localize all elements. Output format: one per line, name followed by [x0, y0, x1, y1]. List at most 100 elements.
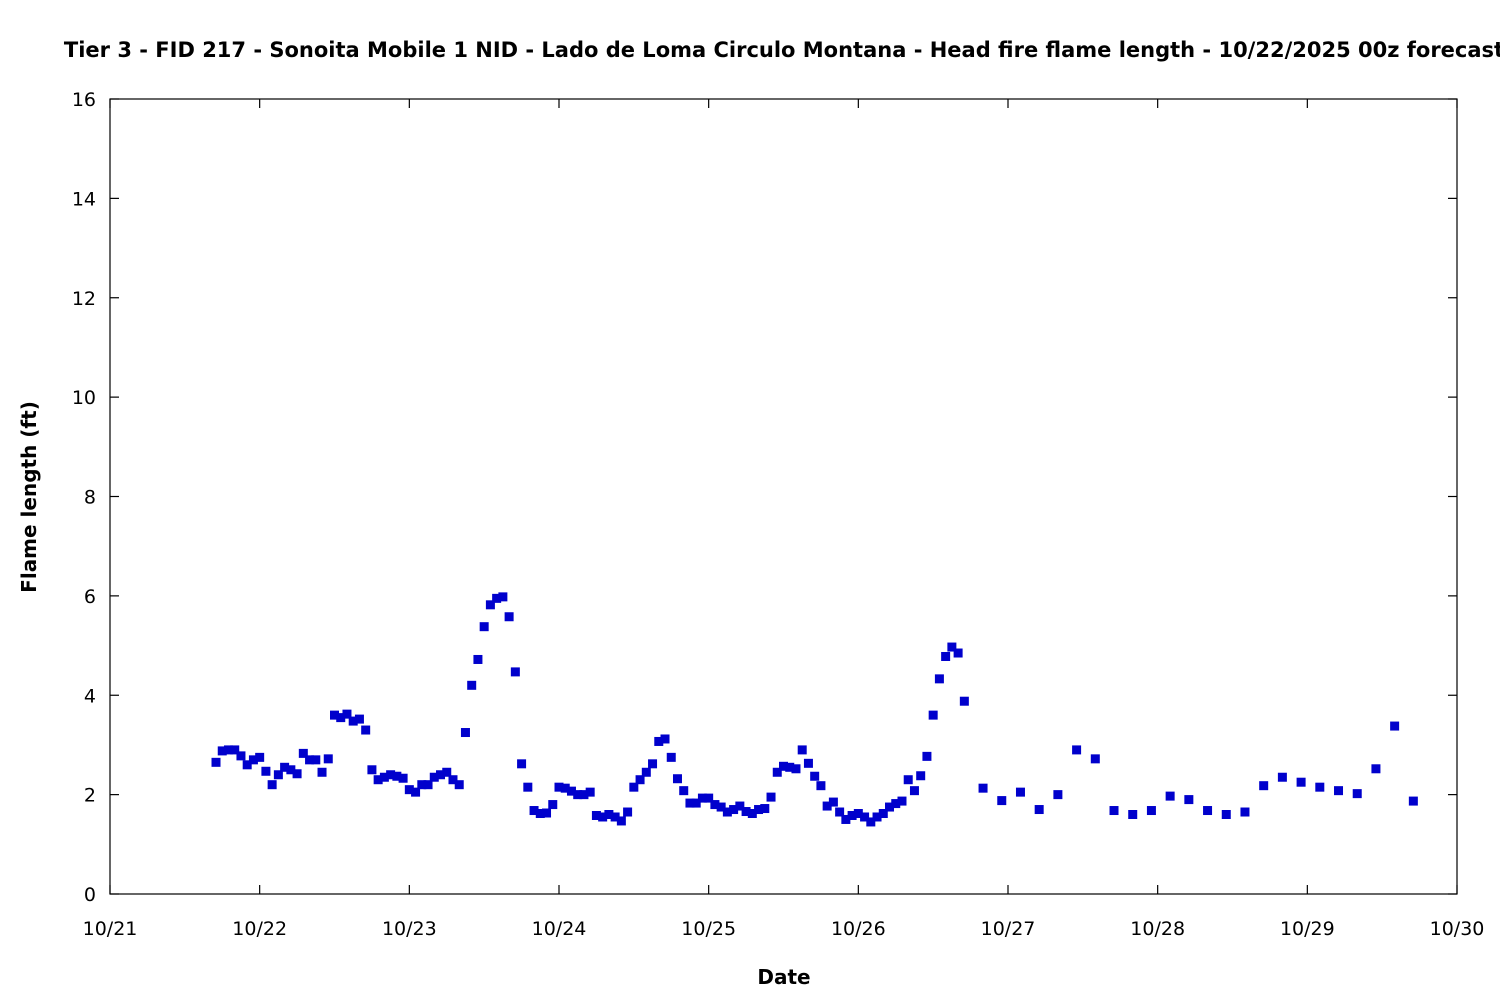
y-tick-label: 6 — [84, 586, 96, 608]
data-point — [504, 612, 514, 622]
data-point — [579, 790, 589, 800]
data-point — [710, 800, 720, 810]
data-point — [953, 648, 963, 658]
data-point — [685, 798, 695, 808]
data-point — [803, 758, 813, 768]
data-point — [348, 716, 358, 726]
data-point — [1390, 721, 1400, 731]
data-point — [1146, 806, 1156, 816]
data-point — [280, 762, 290, 772]
data-point — [1259, 781, 1269, 791]
data-point — [1277, 772, 1287, 782]
data-point — [523, 782, 533, 792]
data-point — [517, 759, 527, 769]
x-tick-label: 10/24 — [532, 918, 587, 940]
data-point — [429, 772, 439, 782]
data-point — [847, 810, 857, 820]
data-point — [1408, 796, 1418, 806]
data-point — [1203, 806, 1213, 816]
data-point — [286, 765, 296, 775]
data-point — [629, 782, 639, 792]
x-axis-label: Date — [757, 965, 810, 989]
data-point — [379, 772, 389, 782]
data-point — [473, 654, 483, 664]
data-point — [934, 674, 944, 684]
data-point — [354, 714, 364, 724]
x-tick-label: 10/26 — [831, 918, 886, 940]
y-tick-label: 8 — [84, 487, 96, 509]
data-point — [492, 593, 502, 603]
data-point — [785, 762, 795, 772]
data-point — [273, 770, 283, 780]
data-point — [323, 754, 333, 764]
data-point — [367, 765, 377, 775]
data-point — [648, 759, 658, 769]
data-point — [398, 773, 408, 783]
data-point — [392, 771, 402, 781]
data-point — [878, 809, 888, 819]
data-point — [1371, 764, 1381, 774]
data-point — [510, 667, 520, 677]
data-point — [423, 780, 433, 790]
data-point — [1240, 807, 1250, 817]
data-point — [909, 786, 919, 796]
data-point — [1015, 787, 1025, 797]
x-axis-ticks: 10/21 10/22 10/23 10/24 10/25 10/26 10/27 10/28… — [83, 99, 1484, 940]
data-point — [872, 812, 882, 822]
data-point — [853, 809, 863, 819]
plot-area-border — [109, 98, 1458, 895]
data-point — [236, 751, 246, 761]
x-tick-label: 10/25 — [681, 918, 736, 940]
x-tick-label: 10/28 — [1130, 918, 1185, 940]
y-tick-label: 2 — [84, 785, 96, 807]
data-point — [292, 769, 302, 779]
data-point — [479, 622, 489, 632]
data-point — [654, 736, 664, 746]
data-point — [585, 787, 595, 797]
data-point — [404, 785, 414, 795]
data-point — [697, 793, 707, 803]
x-tick-label: 10/29 — [1280, 918, 1335, 940]
data-point — [941, 651, 951, 661]
data-point — [672, 774, 682, 784]
data-point — [885, 802, 895, 812]
data-point — [342, 709, 352, 719]
data-point — [298, 748, 308, 758]
data-point — [997, 796, 1007, 806]
data-point — [211, 757, 221, 767]
data-point — [591, 810, 601, 820]
data-point — [822, 801, 832, 811]
data-point — [866, 817, 876, 827]
data-point — [336, 713, 346, 723]
data-point — [373, 775, 383, 785]
data-point — [311, 755, 321, 765]
data-point — [779, 761, 788, 771]
data-points — [211, 592, 1418, 827]
data-point — [729, 805, 739, 815]
data-point — [1072, 745, 1082, 755]
data-point — [1090, 754, 1100, 764]
data-point — [485, 600, 495, 610]
data-point — [498, 592, 508, 602]
data-point — [1296, 777, 1306, 787]
data-point — [411, 787, 421, 797]
data-point — [903, 775, 913, 785]
data-point — [691, 798, 701, 808]
data-point — [217, 746, 227, 756]
y-tick-label: 16 — [72, 89, 96, 111]
chart-title: Tier 3 - FID 217 - Sonoita Mobile 1 NID … — [64, 38, 1500, 62]
data-point — [797, 745, 807, 755]
data-point — [554, 782, 564, 792]
data-point — [704, 793, 714, 803]
data-point — [816, 781, 826, 791]
x-tick-label: 10/23 — [382, 918, 437, 940]
data-point — [436, 770, 446, 780]
data-point — [529, 806, 539, 816]
data-point — [791, 764, 801, 774]
data-point — [641, 767, 651, 777]
y-tick-label: 4 — [84, 685, 96, 707]
data-point — [735, 801, 745, 811]
data-point — [1184, 795, 1194, 805]
data-point — [922, 751, 932, 761]
